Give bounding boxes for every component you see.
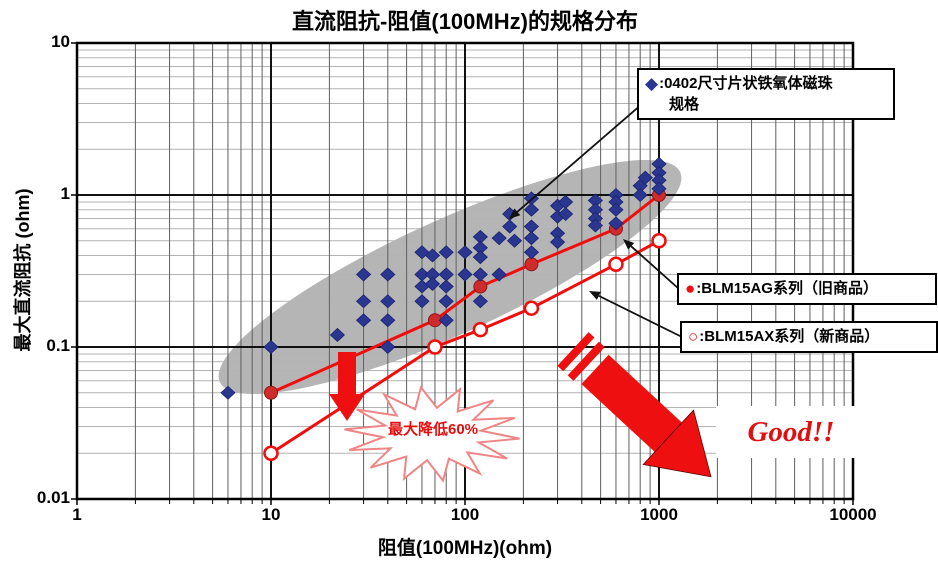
data-point-diamond <box>558 206 574 222</box>
blm15ag-line-marker <box>264 385 278 400</box>
data-point-diamond <box>502 219 518 234</box>
blm15ag-line-marker <box>473 279 488 294</box>
data-point-diamond <box>472 267 488 282</box>
legend-old-text: BLM15AG系列（旧商品） <box>701 280 878 298</box>
y-tick-label-0.1: 0.1 <box>46 336 70 355</box>
legend-spec-text-line2: 规格 <box>669 96 700 114</box>
y-tick-label-10: 10 <box>51 32 70 51</box>
x-tick-label-1000: 1000 <box>640 505 678 524</box>
blm15ax-line-marker <box>523 300 540 316</box>
x-tick-label-1: 1 <box>72 505 82 524</box>
blm15ax-line <box>263 233 667 461</box>
legend-new-text: BLM15AX系列（新商品） <box>704 328 880 346</box>
y-axis-title: 最大直流阻抗 (ohm) <box>13 188 33 352</box>
data-point-diamond <box>587 218 603 233</box>
big-red-arrow <box>557 332 712 478</box>
good-annotation: Good!! <box>716 406 866 458</box>
data-point-diamond <box>438 294 454 309</box>
data-point-diamond <box>472 294 488 309</box>
y-tick-label-1: 1 <box>60 184 70 203</box>
data-point-diamond <box>380 313 396 328</box>
diamond-marker-icon: ◆ <box>645 74 659 93</box>
data-point-diamond <box>329 327 346 343</box>
data-point-diamond <box>549 235 566 250</box>
blm15ax-line-marker <box>427 339 443 355</box>
x-tick-label-10000: 10000 <box>829 505 877 524</box>
data-point-diamond <box>608 202 624 217</box>
burst-shape <box>344 385 520 483</box>
data-point-diamond <box>472 250 488 265</box>
arrow-to-ax-line <box>589 291 683 338</box>
data-point-diamond <box>380 267 396 282</box>
legend-old-colon: : <box>696 280 702 298</box>
data-point-diamond <box>355 313 372 328</box>
arrow-to-scatter <box>509 103 643 219</box>
blm15ax-line-marker <box>472 321 489 338</box>
legend-new-colon: : <box>699 328 705 346</box>
data-point-diamond <box>491 267 507 282</box>
blm15ax-line-marker <box>263 445 279 461</box>
x-tick-label-100: 100 <box>450 505 480 524</box>
data-point-diamond <box>632 187 648 203</box>
chart-title: 直流阻抗-阻值(100MHz)的规格分布 <box>292 9 638 34</box>
arrow-to-ag-line <box>623 239 680 290</box>
blm15ag-line-marker <box>524 257 539 272</box>
data-point-diamond <box>438 245 454 260</box>
data-point-diamond <box>424 248 441 263</box>
data-point-diamond <box>414 294 430 309</box>
data-point-diamond <box>637 170 653 185</box>
data-point-diamond <box>220 385 236 400</box>
data-point-diamond <box>438 313 454 328</box>
data-point-diamond <box>424 276 441 291</box>
blm15ax-line-marker <box>651 233 667 249</box>
data-point-diamond <box>457 267 473 282</box>
open-circle-marker-icon: ○ <box>688 327 699 346</box>
data-point-diamond <box>438 279 454 294</box>
data-point-diamond <box>523 202 540 217</box>
data-point-diamond <box>355 267 372 282</box>
legend-spec-box: ◆:0402尺寸片状铁氧体磁珠 规格 <box>637 68 895 120</box>
x-tick-label-10: 10 <box>261 505 281 524</box>
data-point-diamond <box>523 245 540 260</box>
data-point-diamond <box>457 245 473 260</box>
data-point-diamond <box>608 216 624 231</box>
data-point-diamond <box>491 231 507 246</box>
data-point-diamond <box>523 231 540 246</box>
y-tick-label-0.01: 0.01 <box>36 488 70 507</box>
data-point-diamond <box>355 294 372 309</box>
axis-ticks <box>71 42 854 505</box>
data-point-diamond <box>263 339 279 355</box>
filled-circle-marker-icon: ● <box>685 279 696 298</box>
x-axis-title: 阻值(100MHz)(ohm) <box>377 538 553 559</box>
legend-new-product-box: ○: BLM15AX系列（新商品） <box>680 321 938 354</box>
data-point-diamond <box>380 339 396 355</box>
data-point-diamond <box>506 233 523 248</box>
reduction-down-arrow <box>329 352 365 421</box>
blm15ax-line-marker <box>608 256 624 273</box>
legend-old-product-box: ●: BLM15AG系列（旧商品） <box>677 273 937 306</box>
legend-spec-text-line1: 0402尺寸片状铁氧体磁珠 <box>664 75 833 93</box>
data-point-diamond <box>380 294 396 309</box>
data-point-diamond <box>651 181 667 196</box>
legend-spec-colon: : <box>659 75 665 93</box>
burst-annotation-text: 最大降低60% <box>387 421 479 438</box>
